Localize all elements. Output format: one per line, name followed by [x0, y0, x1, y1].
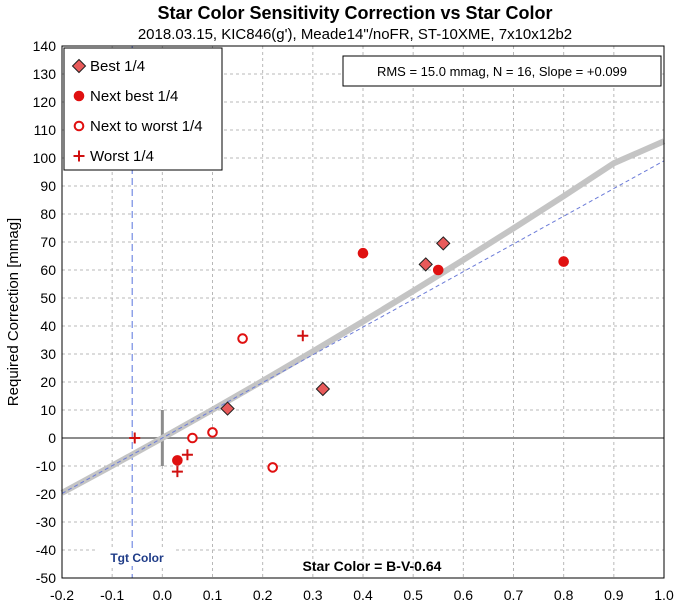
- data-points: [129, 236, 569, 478]
- legend-label-2: Next best 1/4: [90, 88, 178, 105]
- data-point-series-3: [267, 462, 279, 473]
- y-tick-label: -40: [36, 542, 56, 558]
- data-point-series-3: [207, 427, 218, 438]
- data-point-series-4: [129, 432, 141, 444]
- data-point-series-3: [187, 432, 198, 444]
- y-tick-label: 40: [40, 318, 56, 334]
- data-point-series-4: [181, 449, 193, 461]
- legend-marker-3: [73, 120, 85, 132]
- stats-box-frame: [342, 55, 662, 87]
- data-point-series-4: [171, 466, 183, 478]
- data-point-series-1: [436, 236, 451, 251]
- x-tick-label: 0.8: [554, 587, 574, 603]
- x-tick-labels: -0.2 -0.1 0.0 0.1 0.2 0.3 0.4 0.5 0.6 0.7 0.8 0.9 1.…: [50, 587, 674, 603]
- target-color-label-group: Tgt Color: [98, 548, 176, 566]
- x-tick-label: 0.0: [153, 587, 173, 603]
- stats-box: RMS = 15.0 mmag, N = 16, Slope = +0.099: [342, 55, 662, 87]
- legend-frame: [63, 47, 223, 171]
- x-tick-label: -0.2: [50, 587, 74, 603]
- legend-label-1: Best 1/4: [90, 58, 145, 75]
- legend-label-4: Worst 1/4: [90, 148, 154, 165]
- y-tick-labels: -50 -40 -30 -20 -10 0 10 20 30 40 50 60 70 80 90 100 110…: [33, 38, 57, 586]
- data-point-series-1: [315, 381, 331, 397]
- linear-fit-line: [61, 160, 665, 494]
- chart-subtitle: 2018.03.15, KIC846(g'), Meade14"/noFR, S…: [138, 26, 572, 43]
- y-tick-label: 100: [33, 150, 57, 166]
- data-point-series-2: [432, 264, 444, 276]
- x-tick-label: 0.2: [253, 587, 273, 603]
- x-tick-label: 0.3: [303, 587, 323, 603]
- target-color-label: Tgt Color: [110, 551, 164, 565]
- y-tick-label: 130: [33, 66, 57, 82]
- x-tick-label: 0.9: [604, 587, 624, 603]
- legend-label-3: Next to worst 1/4: [90, 118, 203, 135]
- y-tick-label: 10: [40, 402, 56, 418]
- x-tick-label: 0.1: [203, 587, 223, 603]
- legend-marker-1: [71, 58, 87, 74]
- y-tick-label: 20: [40, 374, 56, 390]
- y-tick-label: -20: [36, 486, 56, 502]
- x-tick-label: 0.6: [454, 587, 474, 603]
- data-point-series-2: [558, 256, 569, 267]
- x-tick-label: 0.4: [353, 587, 373, 603]
- stats-text: RMS = 15.0 mmag, N = 16, Slope = +0.099: [377, 64, 627, 79]
- y-tick-label: 30: [40, 346, 56, 362]
- plot-frame: [61, 45, 665, 579]
- y-axis-title: Required Correction [mmag]: [5, 218, 22, 406]
- y-tick-label: -10: [36, 458, 56, 474]
- x-tick-label: 0.5: [403, 587, 423, 603]
- x-tick-label: 1.0: [654, 587, 674, 603]
- data-point-series-1: [220, 401, 235, 416]
- y-tick-label: 140: [33, 38, 57, 54]
- data-point-series-3: [237, 333, 248, 344]
- y-tick-label: -50: [36, 570, 56, 586]
- legend: Best 1/4 Next best 1/4 Next to worst 1/4 Wo…: [63, 47, 223, 171]
- data-point-series-4: [297, 330, 309, 342]
- y-tick-label: 80: [40, 206, 56, 222]
- y-tick-label: 50: [40, 290, 56, 306]
- data-point-series-2: [357, 247, 369, 259]
- y-tick-label: 70: [40, 234, 56, 250]
- x-tick-label: -0.1: [100, 587, 124, 603]
- legend-marker-4: [73, 150, 85, 162]
- legend-marker-2: [73, 90, 85, 102]
- y-tick-label: 60: [40, 262, 56, 278]
- y-tick-label: 120: [33, 94, 57, 110]
- data-point-series-1: [418, 257, 433, 272]
- target-color-label-bg: [98, 548, 176, 566]
- chart-title: Star Color Sensitivity Correction vs Sta…: [157, 3, 552, 23]
- y-tick-label: 0: [48, 430, 56, 446]
- fit-curves: [60, 138, 666, 496]
- y-tick-label: -30: [36, 514, 56, 530]
- data-point-series-2: [172, 455, 183, 466]
- x-formula-label: Star Color = B-V-0.64: [303, 558, 442, 574]
- y-tick-label: 110: [34, 122, 57, 138]
- x-tick-label: 0.7: [504, 587, 524, 603]
- y-tick-label: 90: [40, 178, 56, 194]
